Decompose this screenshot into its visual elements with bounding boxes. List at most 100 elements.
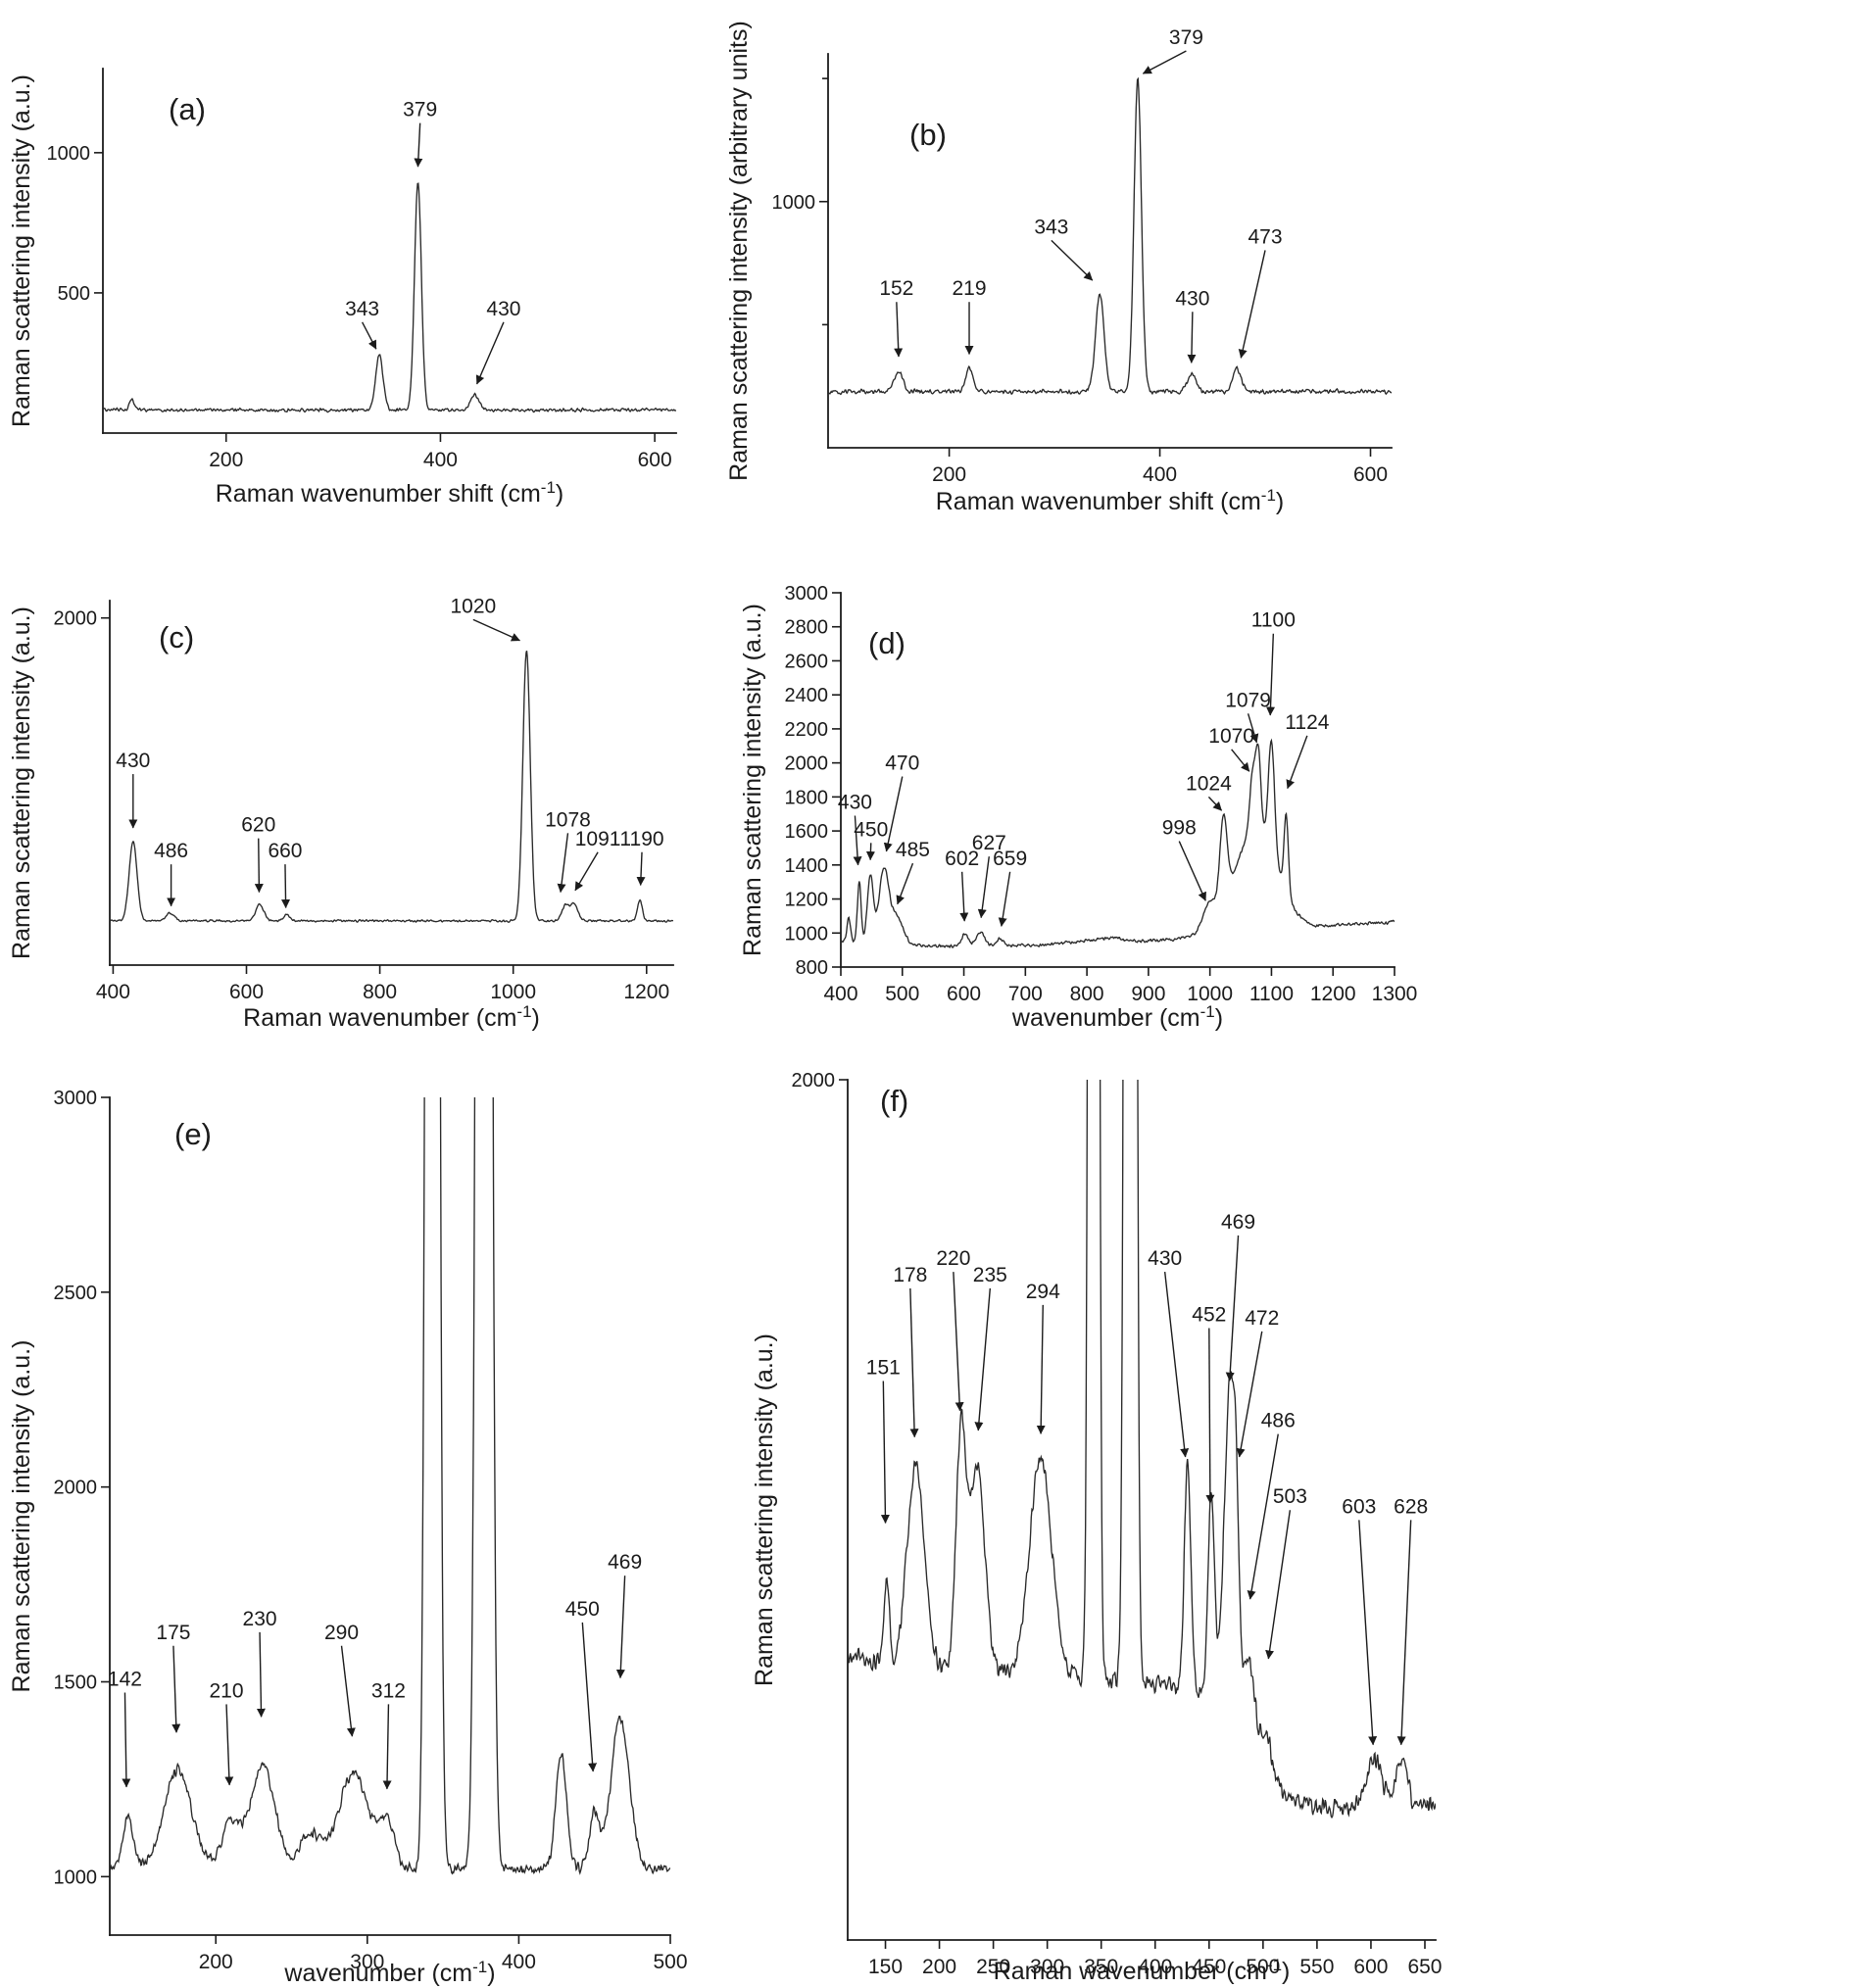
- x-tick-label: 700: [1008, 983, 1043, 1005]
- x-tick-label: 1100: [1249, 983, 1294, 1005]
- x-tick-label: 400: [1143, 463, 1177, 486]
- peak-label: 620: [241, 814, 275, 837]
- peak-label: 235: [973, 1264, 1007, 1286]
- spectrum-curve: [110, 1097, 670, 1875]
- y-tick-label: 2000: [785, 753, 829, 775]
- y-axis-title: Raman scattering intensity (a.u.): [8, 74, 35, 427]
- peak-arrow: [1036, 1304, 1046, 1434]
- x-tick-label: 400: [823, 983, 857, 1005]
- x-tick-label: 250: [976, 1956, 1010, 1978]
- x-tick-label: 600: [1353, 463, 1388, 486]
- peak-label: 230: [243, 1608, 277, 1630]
- x-tick-label: 150: [868, 1956, 903, 1978]
- peak-arrow: [171, 1645, 181, 1733]
- peak-label: 627: [972, 832, 1006, 854]
- chart-panel-b: 200 400 600 1000 Raman scattering intensity …: [725, 21, 1393, 515]
- panel-letter: (b): [909, 118, 947, 152]
- x-tick-label: 200: [922, 1956, 956, 1978]
- peak-arrow: [557, 833, 569, 894]
- peak-label: 503: [1273, 1485, 1307, 1508]
- peak-label: 660: [268, 840, 302, 862]
- chart-panel-a: 200 400 600 500 1000 Raman scattering intensi…: [8, 68, 677, 508]
- peak-arrow: [1265, 1510, 1292, 1660]
- peak-label: 430: [1175, 287, 1209, 310]
- panel-letter: (d): [868, 626, 906, 660]
- peak-label: 430: [486, 298, 520, 320]
- peak-arrow: [959, 871, 969, 922]
- y-tick-label: 3000: [785, 583, 829, 605]
- peak-arrow: [475, 321, 505, 385]
- peak-label: 152: [879, 277, 913, 300]
- x-axis-title: Raman wavenumber shift (cm-1): [936, 486, 1285, 515]
- peak-label: 1079: [1225, 689, 1271, 711]
- x-tick-label: 400: [96, 981, 130, 1003]
- peak-arrow: [281, 864, 291, 909]
- peak-arrow: [1286, 735, 1308, 790]
- peak-label: 603: [1342, 1495, 1376, 1518]
- peak-label: 486: [154, 840, 188, 862]
- peak-label: 470: [885, 752, 919, 775]
- x-tick-label: 1000: [1187, 983, 1233, 1005]
- y-tick-label: 2400: [785, 685, 829, 706]
- peak-arrow: [122, 1692, 131, 1788]
- x-tick-label: 200: [209, 449, 243, 471]
- x-tick-label: 600: [229, 981, 264, 1003]
- x-tick-label: 200: [199, 1951, 233, 1973]
- peak-label: 1100: [1251, 609, 1296, 632]
- y-tick-label: 500: [58, 283, 90, 305]
- peak-label: 430: [838, 792, 872, 814]
- peak-arrow: [1205, 1328, 1215, 1504]
- peak-label: 1190: [619, 828, 663, 850]
- peak-arrow: [1207, 796, 1223, 811]
- y-tick-label: 1800: [785, 787, 829, 808]
- peak-arrow: [880, 1381, 890, 1525]
- peak-arrow: [574, 851, 599, 892]
- y-tick-label: 2600: [785, 651, 829, 672]
- spectrum-curve: [841, 738, 1395, 949]
- x-tick-label: 900: [1131, 983, 1165, 1005]
- x-tick-label: 800: [1070, 983, 1104, 1005]
- x-tick-label: 800: [363, 981, 397, 1003]
- peak-arrow: [1236, 1331, 1263, 1458]
- peak-arrow: [256, 1631, 266, 1718]
- peak-arrow: [1358, 1520, 1378, 1746]
- peak-label: 473: [1248, 225, 1283, 248]
- peak-label: 450: [854, 818, 888, 841]
- peak-arrow: [883, 776, 904, 852]
- peak-label: 178: [893, 1264, 927, 1286]
- peak-label: 486: [1261, 1410, 1296, 1432]
- peak-arrow: [1163, 1272, 1190, 1458]
- peak-label: 219: [952, 277, 986, 300]
- y-tick-label: 800: [796, 957, 828, 979]
- x-tick-label: 400: [1138, 1956, 1172, 1978]
- peak-arrow: [977, 856, 990, 919]
- x-tick-label: 500: [1246, 1956, 1280, 1978]
- x-tick-label: 600: [947, 983, 981, 1005]
- peak-arrow: [1225, 1235, 1240, 1382]
- y-tick-label: 2000: [792, 1070, 836, 1091]
- x-axis-title: Raman wavenumber shift (cm-1): [216, 478, 564, 508]
- peak-label: 312: [371, 1679, 406, 1702]
- x-axis-title: wavenumber (cm-1): [1011, 1002, 1223, 1032]
- y-tick-label: 1000: [54, 1867, 98, 1888]
- y-tick-label: 2000: [54, 1478, 98, 1499]
- panel-letter: (f): [880, 1084, 908, 1118]
- y-tick-label: 1600: [785, 821, 829, 843]
- peak-arrow: [1238, 250, 1266, 359]
- peak-label: 602: [945, 848, 979, 870]
- peak-label: 430: [1148, 1247, 1182, 1270]
- peak-arrow: [1231, 749, 1250, 772]
- peak-arrow: [224, 1704, 234, 1786]
- peak-label: 1024: [1186, 772, 1232, 795]
- x-tick-label: 300: [350, 1951, 384, 1973]
- peak-arrow: [1247, 1433, 1279, 1600]
- peak-label: 430: [116, 750, 150, 772]
- peak-label: 379: [1169, 26, 1203, 49]
- peak-arrow: [998, 871, 1011, 927]
- peak-arrow: [1247, 713, 1259, 744]
- peak-label: 659: [993, 848, 1027, 870]
- peak-arrow: [414, 122, 423, 168]
- peak-arrow: [953, 1272, 964, 1412]
- peak-arrow: [909, 1287, 919, 1438]
